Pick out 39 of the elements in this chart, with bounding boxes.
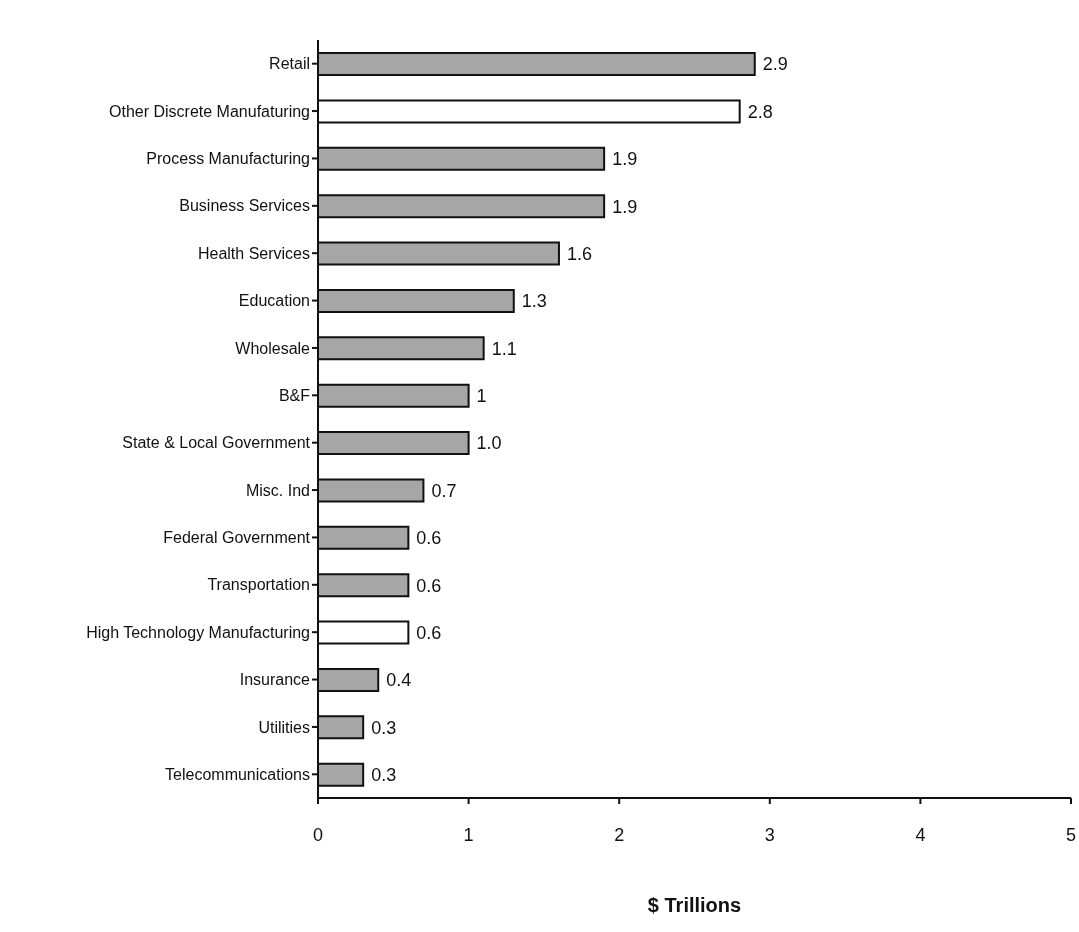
y-tick-label: B&F xyxy=(278,386,311,404)
data-label: 0.6 xyxy=(416,575,442,596)
data-label: 0.3 xyxy=(371,765,397,786)
x-tick-label: 5 xyxy=(1065,824,1077,845)
data-label: 1.0 xyxy=(476,433,502,454)
y-tick-label: Telecommunications xyxy=(165,765,310,783)
data-label: 1.6 xyxy=(566,243,592,264)
y-tick-label: Retail xyxy=(269,55,310,73)
data-label: 0.7 xyxy=(431,480,457,501)
data-label: 1.9 xyxy=(612,149,638,170)
data-label: 1.3 xyxy=(521,291,547,312)
y-tick-label: Education xyxy=(238,292,310,310)
y-tick-label: Other Discrete Manufaturing xyxy=(109,102,310,120)
y-tick-label: Insurance xyxy=(239,671,311,689)
data-label: 0.6 xyxy=(416,528,442,549)
y-tick-label: High Technology Manufacturing xyxy=(86,623,310,641)
data-label: 2.8 xyxy=(747,101,773,122)
x-tick-label: 3 xyxy=(764,824,775,845)
data-label: 0.6 xyxy=(416,622,442,643)
data-label: 2.9 xyxy=(762,54,788,75)
data-label: 0.4 xyxy=(386,670,412,691)
y-tick-label: Transportation xyxy=(207,576,310,594)
y-tick-label: State & Local Government xyxy=(122,434,311,452)
x-tick-label: 0 xyxy=(312,824,324,845)
y-tick-label: Business Services xyxy=(179,197,310,215)
y-tick-label: Health Services xyxy=(197,244,310,262)
data-label: 0.3 xyxy=(371,717,397,738)
data-label: 1 xyxy=(476,386,487,407)
x-tick-label: 4 xyxy=(915,824,926,845)
y-tick-label: Utilities xyxy=(258,718,310,736)
x-axis-title: $ Trillions xyxy=(647,894,742,916)
y-tick-label: Process Manufacturing xyxy=(146,150,310,168)
y-tick-label: Federal Government xyxy=(163,529,311,547)
x-tick-label: 2 xyxy=(614,824,625,845)
x-tick-label: 1 xyxy=(463,824,474,845)
y-tick-label: Misc. Ind xyxy=(245,481,310,499)
data-label: 1.9 xyxy=(612,196,638,217)
data-label: 1.1 xyxy=(491,338,517,359)
y-tick-label: Wholesale xyxy=(235,339,311,357)
